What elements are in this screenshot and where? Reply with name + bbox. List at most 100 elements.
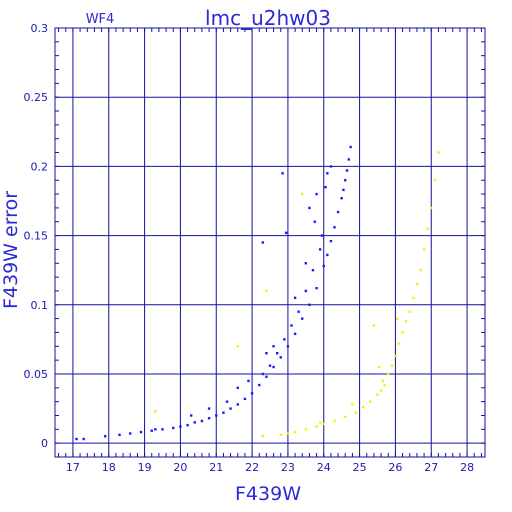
data-point xyxy=(189,414,193,417)
data-point xyxy=(387,372,390,376)
data-point xyxy=(383,383,386,387)
data-point xyxy=(118,433,121,437)
data-point xyxy=(326,253,329,257)
y-axis: 0 0.05 0.1 0.15 0.2 0.25 0.3 xyxy=(24,22,485,450)
data-point xyxy=(215,414,218,417)
data-point xyxy=(207,407,211,410)
data-point xyxy=(265,289,268,293)
data-point xyxy=(250,392,254,395)
data-point xyxy=(396,317,399,320)
yellow-series xyxy=(154,151,440,438)
x-tick-label: 22 xyxy=(245,461,259,474)
data-point xyxy=(222,411,225,414)
data-point xyxy=(301,192,304,196)
x-tick-label: 19 xyxy=(138,461,152,474)
data-point xyxy=(261,241,265,244)
data-point xyxy=(82,437,85,441)
grid xyxy=(55,27,485,457)
data-point xyxy=(247,379,250,383)
data-point xyxy=(401,331,404,334)
data-point xyxy=(186,423,189,427)
data-point xyxy=(320,234,324,237)
data-point xyxy=(272,365,275,369)
data-point xyxy=(193,421,196,424)
data-point xyxy=(279,433,282,437)
data-point xyxy=(229,407,232,410)
data-point xyxy=(342,188,345,192)
data-point xyxy=(345,169,349,172)
data-point xyxy=(329,239,333,243)
data-point xyxy=(437,151,440,154)
data-point xyxy=(426,227,429,230)
data-point xyxy=(311,268,315,272)
data-point xyxy=(336,210,340,214)
data-point xyxy=(225,400,229,403)
plot-frame xyxy=(54,27,486,458)
x-tick-label: 28 xyxy=(460,461,474,474)
x-axis: 17 18 19 20 21 22 23 24 25 26 27 28 xyxy=(58,28,482,474)
data-point xyxy=(279,356,282,359)
data-point xyxy=(318,421,322,424)
data-point xyxy=(207,417,211,420)
data-point xyxy=(281,172,284,175)
data-point xyxy=(304,428,308,431)
data-point xyxy=(258,383,261,387)
data-point xyxy=(361,405,365,409)
data-point xyxy=(286,432,290,435)
data-point xyxy=(297,310,300,313)
data-point xyxy=(293,332,297,336)
data-point xyxy=(340,197,343,200)
y-tick-label: 0.15 xyxy=(24,230,49,243)
data-point xyxy=(397,342,401,345)
blue-series xyxy=(75,145,352,441)
x-tick-label: 18 xyxy=(102,461,116,474)
data-point xyxy=(344,179,347,182)
data-point xyxy=(354,411,358,414)
data-point xyxy=(381,379,385,383)
data-point xyxy=(347,158,351,161)
data-point xyxy=(315,286,318,290)
data-point xyxy=(422,248,426,251)
data-point xyxy=(179,425,182,428)
data-point xyxy=(394,354,397,358)
x-tick-label: 21 xyxy=(209,461,223,474)
data-point xyxy=(313,220,316,223)
data-point xyxy=(286,345,290,348)
data-point xyxy=(344,415,347,419)
data-point xyxy=(433,179,437,182)
y-tick-label: 0.2 xyxy=(31,160,49,173)
data-point xyxy=(408,310,411,313)
data-point xyxy=(265,375,268,378)
y-axis-label: F439W error xyxy=(0,191,22,309)
data-point xyxy=(376,393,379,396)
y-tick-label: 0.25 xyxy=(24,91,49,104)
data-point xyxy=(293,430,297,434)
data-point xyxy=(172,426,175,430)
data-point xyxy=(390,364,394,367)
data-point xyxy=(236,403,239,406)
x-tick-label: 23 xyxy=(281,461,295,474)
corner-label: WF4 xyxy=(86,12,115,27)
data-point xyxy=(315,192,318,196)
data-point xyxy=(419,268,422,272)
x-axis-label: F439W xyxy=(235,483,301,505)
y-tick-label: 0.1 xyxy=(31,299,49,312)
data-point xyxy=(430,206,433,210)
data-point xyxy=(243,397,247,401)
data-point xyxy=(293,296,297,300)
data-point xyxy=(150,429,153,432)
x-tick-label: 25 xyxy=(353,461,367,474)
data-point xyxy=(301,317,304,320)
data-point xyxy=(236,386,239,390)
x-tick-label: 27 xyxy=(424,461,438,474)
data-point xyxy=(326,172,329,175)
data-point xyxy=(372,324,376,327)
data-point xyxy=(161,428,164,431)
data-point xyxy=(261,435,265,438)
data-point xyxy=(324,185,327,189)
data-point xyxy=(322,422,325,425)
data-point xyxy=(139,430,143,434)
x-tick-label: 24 xyxy=(317,461,331,474)
data-point xyxy=(315,425,318,428)
data-points xyxy=(75,145,440,441)
